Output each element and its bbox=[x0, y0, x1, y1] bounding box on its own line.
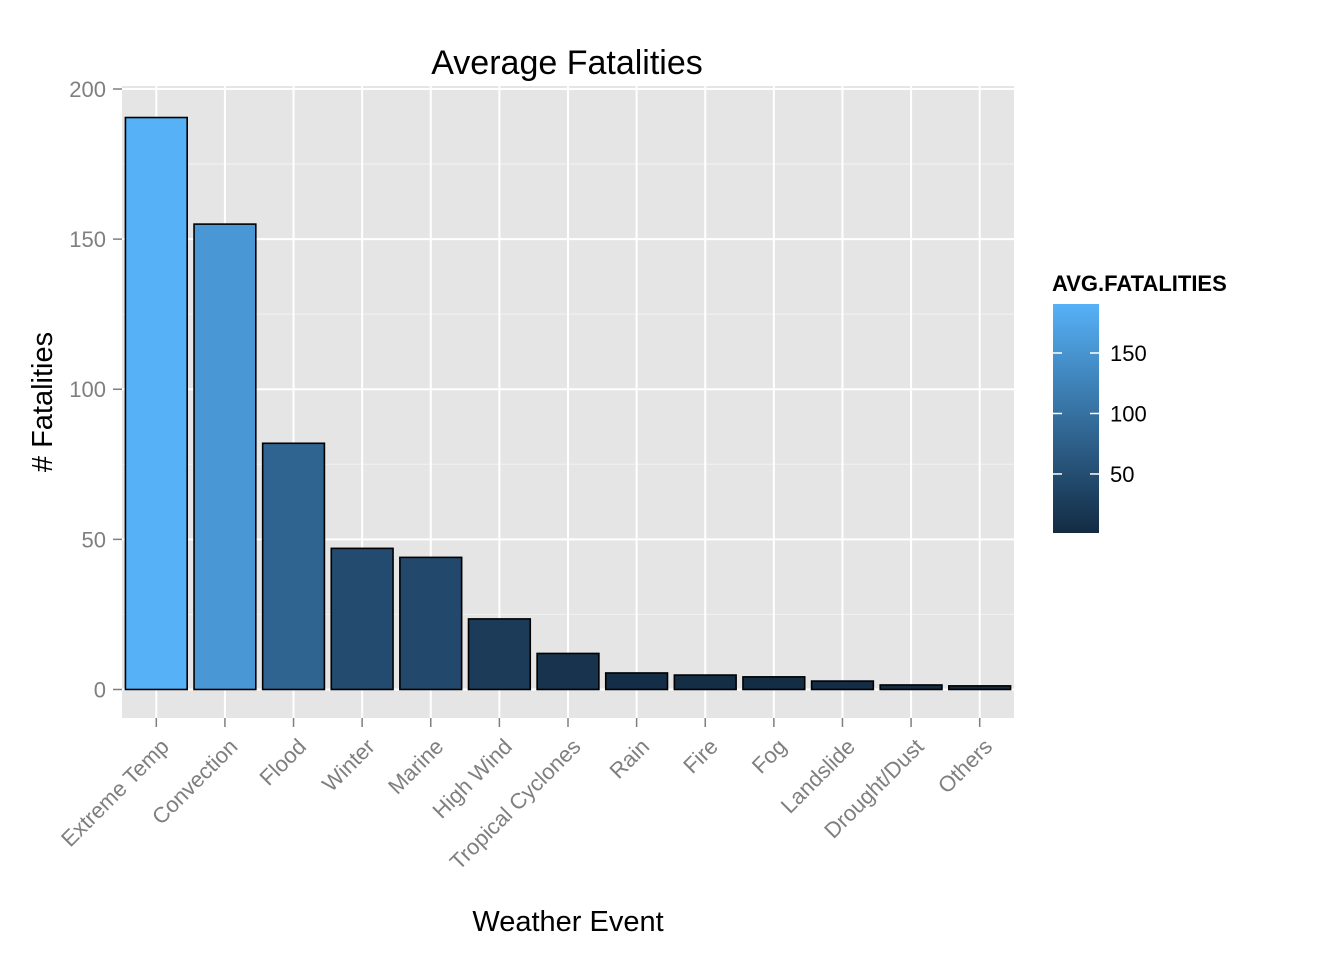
y-tick-label: 150 bbox=[69, 227, 106, 252]
y-tick-label: 0 bbox=[94, 677, 106, 702]
x-tick-label: Fire bbox=[678, 734, 722, 778]
x-tick-label: Fog bbox=[747, 734, 791, 778]
x-tick-label: Marine bbox=[383, 734, 448, 799]
bar-high-wind bbox=[467, 618, 532, 691]
bar-marine bbox=[399, 556, 463, 691]
bar-rain bbox=[604, 672, 669, 691]
legend-ticks: 50 100 150 bbox=[1053, 341, 1147, 487]
bar-fire bbox=[673, 674, 737, 691]
bar-flood bbox=[261, 442, 326, 691]
legend-colorbar bbox=[1053, 304, 1099, 533]
bar-others bbox=[948, 685, 1012, 691]
x-tick-label: Others bbox=[933, 734, 997, 798]
legend-tick-label: 100 bbox=[1110, 401, 1147, 426]
x-tick-label: Flood bbox=[254, 734, 311, 791]
chart-title: Average Fatalities bbox=[431, 44, 703, 82]
bar-fog bbox=[742, 676, 806, 691]
x-tick-label: Winter bbox=[317, 734, 380, 797]
x-tick-label: Extreme Temp bbox=[56, 734, 174, 852]
legend-tick-label: 50 bbox=[1110, 462, 1134, 487]
bar-extreme-temp bbox=[124, 116, 188, 691]
bar-convection bbox=[193, 223, 257, 691]
y-axis: 0 50 100 150 200 bbox=[69, 77, 122, 702]
y-tick-label: 200 bbox=[69, 77, 106, 102]
bar-tropical-cyclones bbox=[536, 652, 600, 691]
legend: AVG.FATALITIES 50 100 150 bbox=[1052, 271, 1227, 533]
y-axis-title: # Fatalities bbox=[27, 332, 59, 472]
legend-title: AVG.FATALITIES bbox=[1052, 271, 1227, 296]
x-axis-title: Weather Event bbox=[472, 906, 663, 938]
bars bbox=[124, 116, 1012, 691]
bar-landslide bbox=[810, 680, 875, 691]
x-tick-label: Rain bbox=[604, 734, 654, 784]
y-tick-label: 100 bbox=[69, 377, 106, 402]
y-tick-label: 50 bbox=[82, 527, 106, 552]
legend-tick-label: 150 bbox=[1110, 341, 1147, 366]
bar-winter bbox=[330, 547, 394, 691]
bar-drought-dust bbox=[879, 684, 943, 691]
x-tick-label: Tropical Cyclones bbox=[445, 734, 586, 875]
